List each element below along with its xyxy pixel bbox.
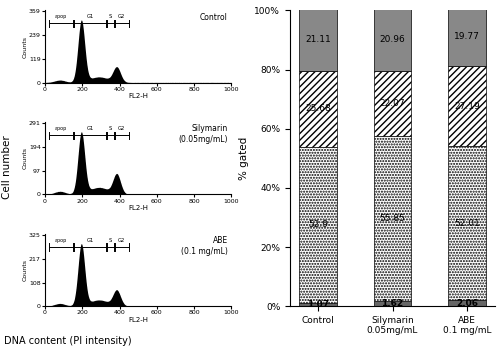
Bar (374, 136, 411, 301)
Text: 52.9: 52.9 (308, 220, 328, 229)
Bar (300, 303, 337, 306)
X-axis label: FL2-H: FL2-H (128, 205, 148, 211)
Bar (374, 71, 411, 136)
Text: 1.07: 1.07 (307, 300, 329, 309)
Y-axis label: Counts: Counts (22, 259, 28, 281)
Text: 19.77: 19.77 (454, 32, 480, 41)
Text: apop: apop (54, 14, 67, 19)
Text: 2.06: 2.06 (456, 299, 478, 308)
Y-axis label: % gated: % gated (239, 137, 249, 180)
Text: 1.62: 1.62 (382, 299, 404, 308)
Text: Silymarin
(0.05mg/mL): Silymarin (0.05mg/mL) (178, 125, 228, 144)
Bar (374, 9, 411, 71)
Bar (448, 146, 486, 300)
Bar (448, 300, 486, 306)
Text: S: S (109, 126, 112, 131)
Text: G2: G2 (118, 14, 126, 19)
Text: 55.85: 55.85 (380, 214, 406, 223)
Text: G2: G2 (118, 238, 126, 243)
Text: 27.19: 27.19 (454, 102, 480, 111)
Bar (448, 66, 486, 146)
Bar (300, 8, 337, 71)
Y-axis label: Counts: Counts (22, 147, 28, 169)
Text: 20.96: 20.96 (380, 35, 406, 45)
Text: S: S (109, 238, 112, 243)
Text: G2: G2 (118, 126, 126, 131)
Text: Control: Control (200, 13, 228, 22)
Text: 52.01: 52.01 (454, 219, 480, 228)
Text: G1: G1 (86, 238, 94, 243)
X-axis label: FL2-H: FL2-H (128, 317, 148, 323)
Text: DNA content (PI intensity): DNA content (PI intensity) (4, 336, 132, 346)
Bar (300, 71, 337, 147)
Text: G1: G1 (86, 126, 94, 131)
Y-axis label: Counts: Counts (22, 35, 28, 57)
Text: 22.07: 22.07 (380, 99, 406, 108)
Text: ABE
(0.1 mg/mL): ABE (0.1 mg/mL) (180, 236, 228, 256)
Text: 25.68: 25.68 (305, 104, 331, 113)
Text: Cell number: Cell number (2, 135, 12, 199)
Text: G1: G1 (86, 14, 94, 19)
Text: 21.11: 21.11 (305, 35, 331, 44)
Bar (374, 301, 411, 306)
Text: S: S (109, 14, 112, 19)
Text: apop: apop (54, 126, 67, 131)
Text: apop: apop (54, 238, 67, 243)
Bar (448, 7, 486, 66)
Bar (300, 147, 337, 303)
X-axis label: FL2-H: FL2-H (128, 93, 148, 99)
